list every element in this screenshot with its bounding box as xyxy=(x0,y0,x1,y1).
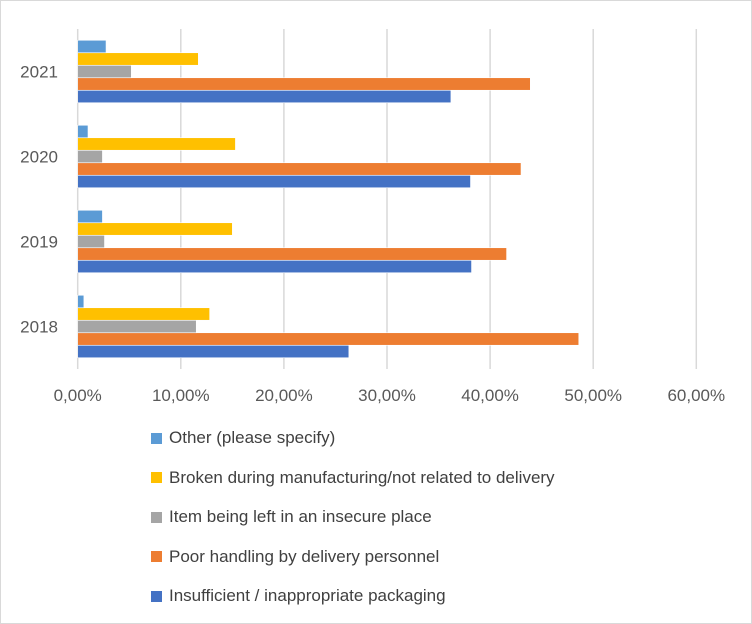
y-tick-label: 2020 xyxy=(20,148,58,167)
y-tick-label: 2018 xyxy=(20,318,58,337)
bar-2020-series-1 xyxy=(77,162,522,176)
x-tick-label: 50,00% xyxy=(564,386,622,405)
legend-swatch xyxy=(151,590,162,602)
y-tick-label: 2019 xyxy=(20,233,58,252)
bar-2020-series-2 xyxy=(77,149,103,164)
legend-label: Item being left in an insecure place xyxy=(169,507,432,526)
legend-label: Insufficient / inappropriate packaging xyxy=(169,586,446,605)
x-tick-label: 60,00% xyxy=(667,386,725,405)
bar-2020-series-4 xyxy=(77,124,89,139)
x-tick-label: 20,00% xyxy=(255,386,313,405)
legend-label: Broken during manufacturing/not related … xyxy=(169,467,555,487)
plot-area: 0,00% 10,00% 20,00% 30,00% 40,00% 50,00% 60,00… xyxy=(20,29,725,405)
legend-label: Other (please specify) xyxy=(169,428,336,447)
bar-2019-series-3 xyxy=(77,222,233,236)
legend-swatch xyxy=(151,432,162,444)
bar-2019-series-2 xyxy=(77,234,105,249)
x-tick-label: 40,00% xyxy=(461,386,519,405)
x-tick-label: 10,00% xyxy=(152,386,210,405)
y-tick-label: 2021 xyxy=(20,63,58,82)
bar-2019-series-1 xyxy=(77,247,507,261)
bar-2021-series-3 xyxy=(77,52,199,66)
legend-label: Poor handling by delivery personnel xyxy=(169,546,440,566)
legend-item: Poor handling by delivery personnel xyxy=(151,547,439,567)
bar-2019-series-0 xyxy=(77,259,472,274)
bar-2021-series-4 xyxy=(77,39,107,54)
x-tick-label: 0,00% xyxy=(54,386,102,405)
bar-2018-series-4 xyxy=(77,294,85,309)
x-tick-label: 30,00% xyxy=(358,386,416,405)
bar-2021-series-0 xyxy=(77,89,452,104)
legend-swatch xyxy=(151,472,162,483)
bar-2019-series-4 xyxy=(77,209,103,224)
bar-2021-series-2 xyxy=(77,64,132,79)
legend-item: Item being left in an insecure place xyxy=(151,507,432,527)
legend-swatch xyxy=(151,511,162,523)
bar-2020-series-0 xyxy=(77,174,471,189)
bar-2020-series-3 xyxy=(77,137,236,151)
legend-swatch xyxy=(151,551,162,562)
legend-item: Broken during manufacturing/not related … xyxy=(151,468,555,488)
bar-2021-series-1 xyxy=(77,77,531,91)
legend-item: Other (please specify) xyxy=(151,428,335,448)
legend-item: Insufficient / inappropriate packaging xyxy=(151,586,446,606)
bar-2018-series-0 xyxy=(77,344,350,359)
bar-2018-series-1 xyxy=(77,332,580,346)
bar-2018-series-3 xyxy=(77,307,210,321)
bar-2018-series-2 xyxy=(77,319,197,334)
